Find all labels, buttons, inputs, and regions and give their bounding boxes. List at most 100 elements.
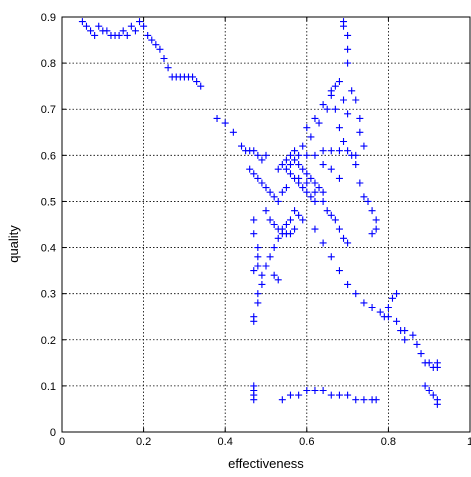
data-point-marker: [356, 114, 364, 122]
data-point-marker: [295, 151, 303, 159]
data-point-marker: [311, 114, 319, 122]
data-point-marker: [335, 391, 343, 399]
data-point-marker: [258, 271, 266, 279]
x-axis-label: effectiveness: [228, 456, 304, 471]
data-point-marker: [319, 161, 327, 169]
data-point-marker: [254, 262, 262, 270]
y-tick-label: 0.9: [41, 12, 56, 24]
data-point-marker: [136, 18, 144, 26]
data-point-marker: [295, 391, 303, 399]
data-point-marker: [291, 225, 299, 233]
data-point-marker: [335, 147, 343, 155]
data-point-marker: [311, 197, 319, 205]
data-point-marker: [344, 280, 352, 288]
data-point-marker: [286, 151, 294, 159]
data-point-marker: [319, 197, 327, 205]
data-point-marker: [286, 230, 294, 238]
data-point-marker: [433, 359, 441, 367]
data-point-marker: [368, 207, 376, 215]
data-point-marker: [344, 110, 352, 118]
data-point-marker: [262, 184, 270, 192]
data-point-marker: [295, 161, 303, 169]
data-point-marker: [266, 216, 274, 224]
data-point-marker: [286, 391, 294, 399]
data-point-marker: [413, 340, 421, 348]
data-point-marker: [270, 193, 278, 201]
data-point-marker: [393, 317, 401, 325]
data-point-marker: [327, 253, 335, 261]
y-tick-label: 0.4: [41, 243, 56, 255]
data-point-marker: [291, 207, 299, 215]
data-point-marker: [274, 197, 282, 205]
data-point-marker: [348, 87, 356, 95]
data-point-marker: [319, 101, 327, 109]
data-point-marker: [144, 31, 152, 39]
data-point-marker: [131, 27, 139, 35]
data-point-marker: [323, 207, 331, 215]
y-axis-label: quality: [6, 225, 21, 263]
data-point-marker: [352, 396, 360, 404]
data-point-marker: [254, 299, 262, 307]
data-point-marker: [254, 253, 262, 261]
data-point-marker: [274, 276, 282, 284]
data-point-marker: [221, 119, 229, 127]
data-point-marker: [270, 221, 278, 228]
data-point-marker: [282, 184, 290, 192]
y-tick-label: 0.3: [41, 289, 56, 301]
data-point-marker: [274, 234, 282, 242]
data-point-marker: [238, 142, 246, 150]
data-point-marker: [319, 188, 327, 196]
data-point-marker: [425, 387, 433, 394]
data-point-marker: [356, 179, 364, 187]
data-point-marker: [364, 197, 372, 205]
data-point-marker: [393, 290, 401, 298]
data-point-marker: [380, 313, 388, 321]
data-point-marker: [299, 165, 307, 173]
data-point-marker: [250, 396, 258, 404]
data-point-marker: [429, 391, 437, 399]
data-point-marker: [270, 271, 278, 279]
data-point-marker: [299, 184, 307, 192]
data-point-marker: [372, 225, 380, 233]
data-point-marker: [254, 174, 262, 182]
data-point-marker: [335, 78, 343, 86]
data-point-marker: [360, 142, 368, 150]
data-point-marker: [152, 41, 160, 49]
data-point-marker: [286, 161, 294, 169]
data-point-marker: [360, 193, 368, 201]
data-point-marker: [250, 147, 258, 155]
x-tick-label: 1: [467, 436, 471, 448]
data-point-marker: [327, 165, 335, 173]
data-point-marker: [229, 128, 237, 136]
data-point-marker: [421, 382, 429, 390]
data-point-marker: [368, 304, 376, 311]
data-point-marker: [303, 188, 311, 196]
data-point-marker: [384, 304, 392, 311]
data-point-marker: [95, 22, 103, 30]
data-point-marker: [335, 124, 343, 132]
data-point-marker: [388, 294, 396, 302]
data-point-marker: [344, 45, 352, 53]
data-point-marker: [356, 128, 364, 136]
data-point-marker: [352, 151, 360, 159]
data-point-marker: [331, 105, 339, 113]
data-point-marker: [262, 207, 270, 215]
data-point-marker: [278, 161, 286, 169]
data-point-marker: [258, 156, 266, 164]
data-point-marker: [303, 151, 311, 159]
data-point-marker: [344, 391, 352, 399]
data-point-marker: [368, 230, 376, 238]
data-point-marker: [295, 179, 303, 187]
data-point-marker: [327, 211, 335, 219]
y-tick-label: 0.8: [41, 58, 56, 70]
x-tick-label: 0.2: [136, 436, 151, 448]
x-tick-label: 0: [59, 436, 65, 448]
data-point-marker: [258, 280, 266, 288]
data-point-marker: [286, 216, 294, 224]
data-point-marker: [303, 124, 311, 132]
data-point-marker: [327, 91, 335, 99]
data-point-marker: [286, 170, 294, 178]
data-point-marker: [156, 45, 164, 53]
data-point-marker: [148, 36, 156, 44]
data-point-marker: [340, 138, 348, 145]
